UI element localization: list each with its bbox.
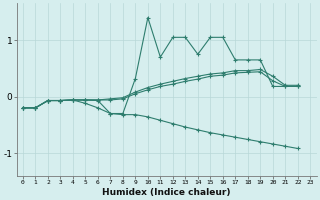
X-axis label: Humidex (Indice chaleur): Humidex (Indice chaleur) bbox=[102, 188, 231, 197]
